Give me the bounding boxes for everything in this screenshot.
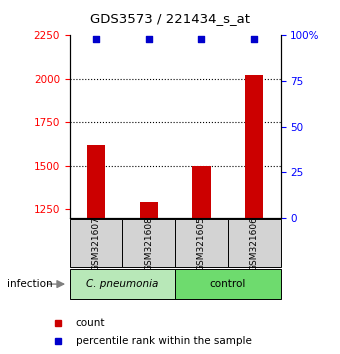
Bar [70,219,122,267]
Text: C. pneumonia: C. pneumonia [86,279,158,289]
Point [93,36,99,42]
Text: control: control [210,279,246,289]
Text: GDS3573 / 221434_s_at: GDS3573 / 221434_s_at [90,12,250,25]
Bar [175,219,228,267]
Bar [87,145,105,218]
Text: GSM321608: GSM321608 [144,216,153,271]
Bar [245,75,264,218]
Point [199,36,204,42]
Bar [70,269,175,299]
Text: GSM321606: GSM321606 [250,216,259,271]
Bar [228,219,280,267]
Text: GSM321607: GSM321607 [91,216,101,271]
Point [252,36,257,42]
Text: GSM321605: GSM321605 [197,216,206,271]
Bar [192,166,211,218]
Text: count: count [76,318,105,328]
Bar [175,269,280,299]
Bar [122,219,175,267]
Text: percentile rank within the sample: percentile rank within the sample [76,336,252,346]
Text: infection: infection [7,279,52,289]
Bar [139,202,158,218]
Point [146,36,152,42]
